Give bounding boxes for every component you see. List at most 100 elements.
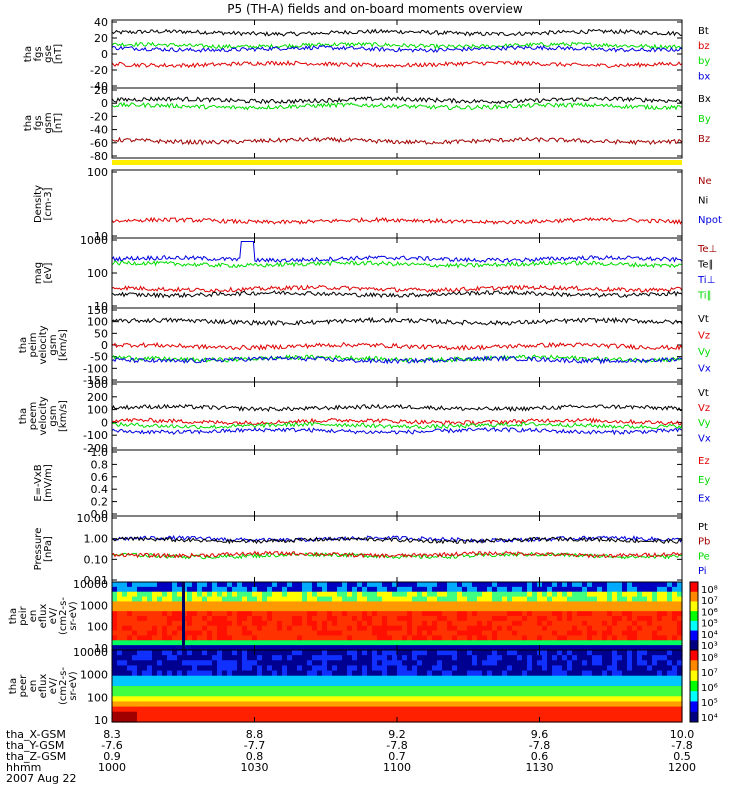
- spectrogram-cell: [457, 711, 463, 718]
- spectrogram-cell: [452, 630, 458, 637]
- spectrogram-cell: [337, 701, 343, 708]
- spectrogram-cell: [497, 686, 503, 692]
- spectrogram-cell: [462, 645, 468, 651]
- spectrogram-cell: [147, 645, 153, 651]
- spectrogram-cell: [497, 706, 503, 713]
- spectrogram-cell: [397, 582, 403, 588]
- y-axis-label: en: [28, 680, 39, 693]
- spectrogram-cell: [587, 606, 593, 612]
- spectrogram-cell: [202, 655, 208, 661]
- spectrogram-cell: [642, 670, 648, 677]
- quality-flag-bar: [112, 160, 682, 165]
- spectrogram-cell: [167, 655, 173, 661]
- spectrogram-cell: [212, 611, 218, 617]
- spectrogram-cell: [147, 635, 153, 641]
- spectrogram-cell: [512, 640, 518, 646]
- spectrogram-cell: [427, 675, 433, 682]
- spectrogram-cell: [362, 611, 368, 617]
- spectrogram-cell: [482, 696, 488, 703]
- spectrogram-cell: [397, 616, 403, 622]
- spectrogram-cell: [132, 606, 138, 612]
- spectrogram-cell: [187, 596, 193, 603]
- spectrogram-cell: [482, 611, 488, 617]
- spectrogram-cell: [647, 706, 653, 713]
- spectrogram-cell: [582, 586, 588, 593]
- spectrogram-cell: [302, 625, 308, 632]
- spectrogram-cell: [467, 611, 473, 617]
- spectrogram-cell: [647, 716, 653, 723]
- y-tick-label: 200: [87, 391, 108, 404]
- spectrogram-cell: [242, 640, 248, 646]
- spectrogram-cell: [587, 591, 593, 598]
- spectrogram-cell: [177, 611, 183, 617]
- spectrogram-cell: [332, 616, 338, 622]
- spectrogram-cell: [137, 620, 143, 627]
- spectrogram-cell: [652, 611, 658, 617]
- spectrogram-cell: [642, 650, 648, 656]
- spectrogram-cell: [622, 606, 628, 612]
- spectrogram-cell: [132, 650, 138, 656]
- spectrogram-cell: [547, 670, 553, 677]
- spectrogram-cell: [357, 611, 363, 617]
- spectrogram-cell: [152, 611, 158, 617]
- spectrogram-cell: [552, 635, 558, 641]
- spectrogram-cell: [192, 601, 198, 607]
- spectrogram-cell: [192, 630, 198, 637]
- spectrogram-cell: [677, 691, 683, 697]
- spectrogram-cell: [632, 696, 638, 703]
- y-axis-label: [cm-3]: [43, 187, 54, 220]
- ephemeris-row-label: hhmm: [6, 761, 41, 774]
- spectrogram-cell: [602, 616, 608, 622]
- y-tick-label: 100: [87, 691, 108, 704]
- spectrogram-cell: [437, 596, 443, 603]
- spectrogram-cell: [537, 606, 543, 612]
- spectrogram-cell: [457, 706, 463, 713]
- spectrogram-cell: [342, 706, 348, 713]
- spectrogram-cell: [512, 696, 518, 703]
- spectrogram-cell: [662, 640, 668, 646]
- spectrogram-cell: [477, 691, 483, 697]
- spectrogram-cell: [127, 601, 133, 607]
- spectrogram-cell: [317, 586, 323, 593]
- y-tick-label: -40: [90, 124, 108, 137]
- spectrogram-cell: [272, 655, 278, 661]
- spectrogram-cell: [277, 620, 283, 627]
- spectrogram-cell: [372, 716, 378, 723]
- spectrogram-cell: [177, 596, 183, 603]
- spectrogram-cell: [332, 582, 338, 588]
- spectrogram-cell: [407, 620, 413, 627]
- spectrogram-cell: [367, 616, 373, 622]
- spectrogram-cell: [567, 660, 573, 667]
- spectrogram-cell: [642, 706, 648, 713]
- spectrogram-cell: [362, 706, 368, 713]
- spectrogram-cell: [292, 650, 298, 656]
- spectrogram-cell: [612, 660, 618, 667]
- spectrogram-cell: [502, 691, 508, 697]
- spectrogram-cell: [232, 582, 238, 588]
- spectrogram-cell: [137, 640, 143, 646]
- spectrogram-cell: [477, 625, 483, 632]
- spectrogram-cell: [592, 675, 598, 682]
- spectrogram-cell: [507, 601, 513, 607]
- spectrogram-cell: [497, 645, 503, 651]
- spectrogram-cell: [422, 655, 428, 661]
- spectrogram-cell: [532, 645, 538, 651]
- spectrogram-cell: [227, 611, 233, 617]
- spectrogram-cell: [572, 660, 578, 667]
- spectrogram-cell: [282, 660, 288, 667]
- spectrogram-cell: [532, 706, 538, 713]
- spectrogram-cell: [667, 711, 673, 718]
- spectrogram-cell: [207, 696, 213, 703]
- spectrogram-cell: [567, 586, 573, 593]
- spectrogram-cell: [362, 596, 368, 603]
- spectrogram-cell: [117, 675, 123, 682]
- spectrogram-cell: [392, 660, 398, 667]
- y-axis-label: [nT]: [53, 44, 64, 64]
- spectrogram-cell: [152, 711, 158, 718]
- spectrogram-cell: [322, 582, 328, 588]
- spectrogram-cell: [302, 635, 308, 641]
- spectrogram-cell: [502, 675, 508, 682]
- spectrogram-cell: [502, 716, 508, 723]
- spectrogram-cell: [492, 686, 498, 692]
- spectrogram-cell: [657, 620, 663, 627]
